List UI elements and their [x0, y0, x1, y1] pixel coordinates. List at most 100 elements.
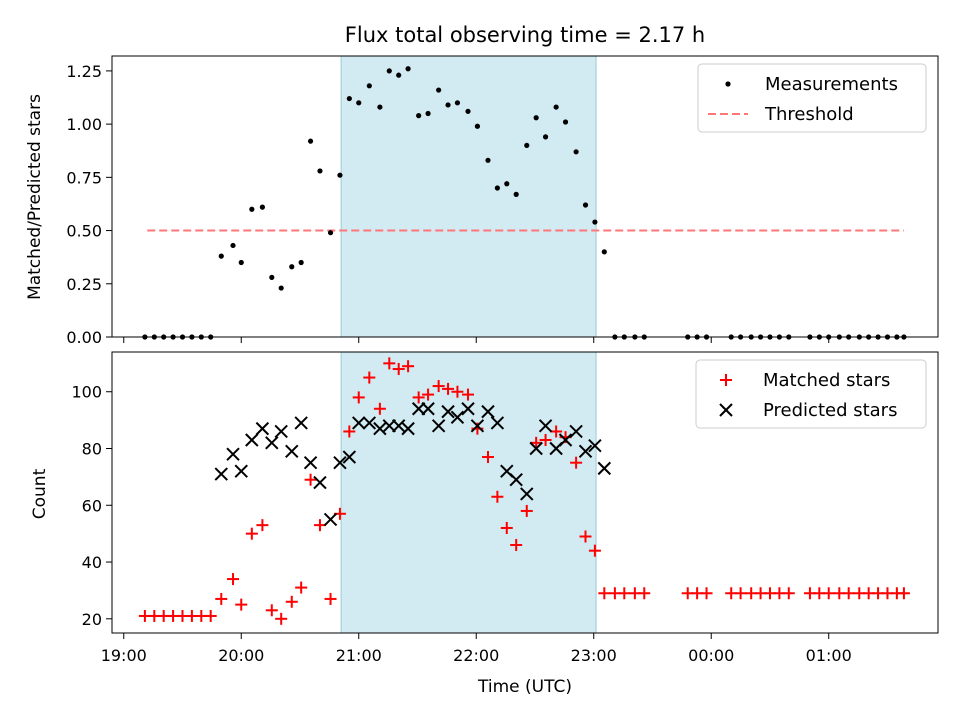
matched-star-point — [481, 451, 494, 464]
matched-star-point — [618, 587, 631, 600]
measurement-point — [298, 259, 304, 266]
top-x-ticks — [123, 337, 830, 343]
matched-star-point — [442, 382, 455, 395]
predicted-star-point — [323, 512, 338, 527]
measurement-point — [436, 87, 442, 93]
measurement-point — [494, 185, 500, 191]
matched-star-point — [432, 380, 445, 393]
predicted-star-point — [362, 416, 377, 430]
measurement-point — [259, 204, 265, 210]
predicted-star-point — [421, 402, 435, 416]
predicted-star-point — [431, 419, 446, 433]
predicted-star-point — [558, 433, 573, 447]
y-tick-label: 0.50 — [66, 222, 102, 241]
measurement-point — [230, 242, 236, 249]
matched-star-point — [550, 425, 563, 438]
matched-star-point — [520, 504, 533, 517]
matched-star-point — [363, 371, 376, 384]
matched-star-point — [343, 425, 356, 438]
bottom-legend-box — [695, 359, 927, 429]
predicted-star-point — [538, 419, 553, 433]
measurement-point — [582, 202, 589, 208]
predicted-star-point — [373, 421, 387, 436]
matched-star-point — [295, 581, 308, 594]
measurement-point — [327, 230, 334, 236]
measurement-point — [289, 264, 295, 270]
legend-threshold-label: Threshold — [764, 104, 854, 125]
matched-star-point — [842, 587, 855, 600]
predicted-star-point — [342, 450, 357, 464]
predicted-star-point — [481, 404, 495, 419]
measurement-point — [573, 149, 579, 155]
matched-star-point — [352, 391, 365, 404]
legend-predicted-marker — [719, 403, 733, 417]
measurement-point — [405, 66, 411, 72]
x-tick-label: 00:00 — [688, 646, 734, 665]
predicted-star-point — [265, 436, 279, 450]
y-tick-label: 60 — [82, 496, 102, 515]
measurement-point — [465, 108, 471, 114]
measurement-point — [454, 100, 461, 106]
predicted-star-point — [245, 433, 259, 447]
predicted-star-point — [578, 444, 593, 459]
measurement-point — [592, 219, 598, 225]
matched-star-point — [245, 527, 258, 540]
legend-predicted-label: Predicted stars — [763, 400, 897, 421]
matched-star-point — [700, 587, 713, 600]
predicted-star-point — [226, 447, 240, 461]
predicted-star-point — [294, 416, 308, 430]
measurement-point — [553, 104, 559, 110]
measurement-point — [474, 123, 481, 129]
measurement-point — [542, 134, 549, 140]
measurement-point — [377, 104, 383, 110]
predicted-stars-points — [214, 402, 612, 527]
x-tick-label: 22:00 — [453, 646, 499, 665]
matched-star-point — [530, 436, 543, 449]
predicted-star-point — [470, 419, 485, 433]
measurement-point — [307, 138, 314, 144]
matched-star-point — [304, 473, 317, 486]
y-tick-label: 0.00 — [66, 328, 102, 347]
matched-star-point — [579, 530, 592, 543]
predicted-star-point — [303, 455, 318, 470]
x-tick-label: 23:00 — [571, 646, 617, 665]
bottom-x-ticks: 19:00 20:00 21:00 22:00 23:00 00:00 01:00 — [101, 633, 852, 665]
y-tick-label: 80 — [82, 440, 102, 459]
y-tick-label: 20 — [82, 610, 102, 629]
matched-star-point — [227, 573, 240, 586]
matched-star-point — [265, 604, 278, 617]
bottom-y-axis-label: Count — [30, 468, 50, 519]
measurement-point — [238, 259, 244, 266]
x-tick-label: 20:00 — [218, 646, 264, 665]
legend-measurements-label: Measurements — [765, 74, 898, 95]
predicted-star-point — [234, 464, 248, 478]
predicted-star-point — [352, 416, 366, 430]
predicted-star-point — [520, 487, 534, 501]
matched-star-point — [782, 587, 795, 600]
matched-star-point — [734, 587, 747, 600]
bottom-y-ticks: 20 40 60 80 100 — [71, 383, 112, 629]
top-y-ticks: 0.00 0.25 0.50 0.75 1.00 1.25 — [66, 62, 112, 347]
top-legend: Measurements Threshold — [697, 63, 927, 133]
matched-star-point — [402, 360, 415, 373]
matched-star-point — [500, 521, 513, 534]
matched-star-point — [510, 539, 523, 552]
predicted-star-point — [255, 421, 270, 436]
matched-star-point — [598, 587, 611, 600]
measurement-point — [533, 115, 539, 121]
matched-star-point — [422, 388, 435, 401]
y-tick-label: 0.75 — [66, 168, 102, 187]
matched-star-point — [451, 385, 464, 398]
matched-star-point — [588, 544, 601, 557]
predicted-star-point — [313, 475, 327, 490]
measurement-point — [562, 119, 569, 125]
matched-star-point — [215, 592, 228, 605]
top-plot-frame — [111, 55, 939, 338]
predicted-star-point — [333, 455, 347, 470]
measurement-point — [445, 102, 451, 108]
measurement-point — [366, 83, 372, 89]
measurement-point — [524, 142, 530, 149]
x-tick-label: 19:00 — [101, 646, 147, 665]
matched-star-point — [275, 612, 288, 625]
measurement-point — [337, 172, 343, 178]
